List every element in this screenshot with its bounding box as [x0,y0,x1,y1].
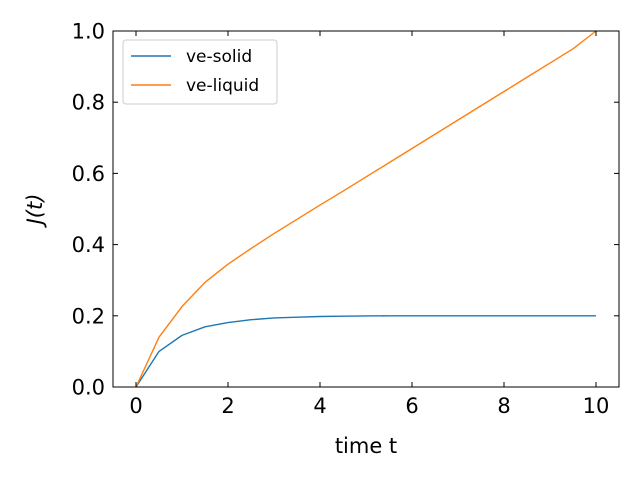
series-line-ve-liquid [135,30,597,388]
y-tick-label: 0.6 [72,162,105,186]
series-line-ve-solid [135,315,596,388]
legend-label: ve-liquid [186,76,259,96]
x-axis-label: time t [335,434,397,458]
y-tick-label: 0.0 [72,376,105,400]
y-axis-label: J(t) [23,194,47,229]
legend-label: ve-solid [186,47,252,67]
x-tick-label: 10 [583,394,610,418]
y-tick-label: 0.2 [72,304,105,328]
x-tick-label: 4 [313,394,326,418]
y-tick-label: 0.4 [72,233,105,257]
series-layer [135,30,597,388]
legend: ve-solid ve-liquid [122,39,278,105]
y-tick-label: 0.8 [72,91,105,115]
ticks-layer: 0 2 4 6 8 10 0.0 0.2 0.4 0.6 0.8 1.0 [72,20,619,418]
x-tick-label: 2 [221,394,234,418]
x-tick-label: 6 [405,394,418,418]
y-tick-label: 1.0 [72,20,105,44]
x-tick-label: 0 [129,394,142,418]
plot-frame [112,30,620,388]
x-tick-label: 8 [497,394,510,418]
